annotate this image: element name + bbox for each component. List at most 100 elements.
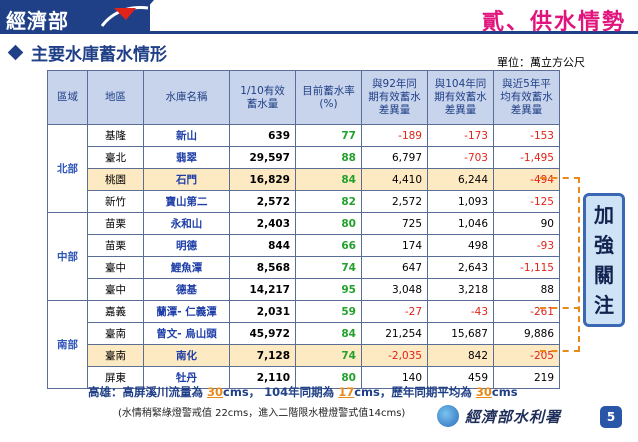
diff-104-cell: 3,218 <box>427 278 494 301</box>
attention-char: 注 <box>594 293 614 317</box>
diff-92-cell: 6,797 <box>361 146 428 169</box>
subtitle-row: 主要水庫蓄水情形 <box>7 40 167 65</box>
bracket-top-line <box>540 177 580 179</box>
page-number: 5 <box>600 406 622 428</box>
attention-char: 加 <box>594 203 614 227</box>
rate-cell: 74 <box>295 344 362 367</box>
water-drop-logo-icon <box>437 405 459 427</box>
region-cell: 北部 <box>47 124 88 213</box>
reservoir-cell: 曾文- 烏山頭 <box>143 322 230 345</box>
capacity-cell: 2,110 <box>229 366 296 389</box>
area-cell: 基隆 <box>87 124 144 147</box>
header-reservoir: 水庫名稱 <box>143 70 230 125</box>
diff-5y-cell: -93 <box>493 234 560 257</box>
table-row: 臺南 曾文- 烏山頭 45,972 84 21,254 15,687 9,886 <box>48 322 560 345</box>
diff-5y-cell: -205 <box>493 344 560 367</box>
reservoir-cell: 新山 <box>143 124 230 147</box>
area-cell: 臺中 <box>87 256 144 279</box>
capacity-cell: 8,568 <box>229 256 296 279</box>
bracket-mid-line <box>540 307 580 309</box>
diff-104-cell: -703 <box>427 146 494 169</box>
diff-5y-cell: 90 <box>493 212 560 235</box>
area-cell: 臺南 <box>87 322 144 345</box>
flow-text-suffix: cms <box>491 385 518 399</box>
diff-5y-cell: 219 <box>493 366 560 389</box>
diff-92-cell: 4,410 <box>361 168 428 191</box>
ministry-name: 經濟部 <box>6 9 69 33</box>
capacity-cell: 2,403 <box>229 212 296 235</box>
flow-threshold-note: (水情稍緊綠燈警戒值 22cms，進入二階限水橙燈警式值14cms) <box>118 408 406 419</box>
capacity-cell: 7,128 <box>229 344 296 367</box>
diff-92-cell: -27 <box>361 300 428 323</box>
reservoir-cell: 翡翠 <box>143 146 230 169</box>
reservoir-cell: 南化 <box>143 344 230 367</box>
area-cell: 桃園 <box>87 168 144 191</box>
reservoir-cell: 石門 <box>143 168 230 191</box>
flow-average-value: 30 <box>475 385 492 399</box>
reservoir-cell: 寶山第二 <box>143 190 230 213</box>
water-agency-logo: 經濟部水利署 <box>437 402 587 430</box>
reservoir-cell: 牡丹 <box>143 366 230 389</box>
capacity-cell: 14,217 <box>229 278 296 301</box>
diff-5y-cell: -1,115 <box>493 256 560 279</box>
rate-cell: 84 <box>295 322 362 345</box>
diff-104-cell: 15,687 <box>427 322 494 345</box>
table-row: 屏東 牡丹 2,110 80 140 459 219 <box>48 366 560 389</box>
header-diff-92: 與92年同期有效蓄水差異量 <box>361 70 428 125</box>
diff-92-cell: 2,572 <box>361 190 428 213</box>
table-row: 桃園 石門 16,829 84 4,410 6,244 -494 <box>48 168 560 191</box>
header-diff-5y: 與近5年平均有效蓄水差異量 <box>493 70 560 125</box>
table-row: 臺北 翡翠 29,597 88 6,797 -703 -1,495 <box>48 146 560 169</box>
diff-104-cell: 6,244 <box>427 168 494 191</box>
capacity-cell: 29,597 <box>229 146 296 169</box>
kaohsiung-flow-summary: 高雄：高屏溪川流量為 30cms， 104年同期為 17cms，歷年同期平均為 … <box>88 384 518 400</box>
logo-text: 經濟部水利署 <box>465 407 562 426</box>
rate-cell: 88 <box>295 146 362 169</box>
diff-104-cell: 1,046 <box>427 212 494 235</box>
capacity-cell: 2,572 <box>229 190 296 213</box>
attention-tag: 加 強 關 注 <box>583 193 625 327</box>
header-area: 地區 <box>87 70 144 125</box>
table-row: 臺中 鯉魚潭 8,568 74 647 2,643 -1,115 <box>48 256 560 279</box>
reservoir-cell: 蘭潭- 仁義潭 <box>143 300 230 323</box>
reservoir-cell: 永和山 <box>143 212 230 235</box>
reservoir-cell: 德基 <box>143 278 230 301</box>
diff-5y-cell: -494 <box>493 168 560 191</box>
diff-92-cell: 140 <box>361 366 428 389</box>
area-cell: 嘉義 <box>87 300 144 323</box>
table-row: 南部 嘉義 蘭潭- 仁義潭 2,031 59 -27 -43 -261 <box>47 300 560 389</box>
diff-92-cell: -189 <box>361 124 428 147</box>
diff-92-cell: 647 <box>361 256 428 279</box>
rate-cell: 95 <box>295 278 362 301</box>
rate-cell: 59 <box>295 300 362 323</box>
diff-92-cell: 174 <box>361 234 428 257</box>
section-title: 貳、供水情勢 <box>481 10 626 35</box>
rate-cell: 80 <box>295 366 362 389</box>
header-region: 區域 <box>47 70 88 125</box>
rate-cell: 84 <box>295 168 362 191</box>
header-capacity: 1/10有效蓄水量 <box>229 70 296 125</box>
area-cell: 苗栗 <box>87 234 144 257</box>
diff-104-cell: 459 <box>427 366 494 389</box>
diff-104-cell: -43 <box>427 300 494 323</box>
diff-92-cell: 725 <box>361 212 428 235</box>
rate-cell: 80 <box>295 212 362 235</box>
diff-5y-cell: -125 <box>493 190 560 213</box>
diff-104-cell: 842 <box>427 344 494 367</box>
diff-5y-cell: -261 <box>493 300 560 323</box>
area-cell: 臺中 <box>87 278 144 301</box>
flow-text-mid2: cms，歷年同期平均為 <box>354 385 476 399</box>
area-cell: 臺北 <box>87 146 144 169</box>
region-cell: 中部 <box>47 212 88 301</box>
diff-92-cell: 3,048 <box>361 278 428 301</box>
diff-92-cell: -2,035 <box>361 344 428 367</box>
flow-last-year-value: 17 <box>338 385 355 399</box>
area-cell: 新竹 <box>87 190 144 213</box>
bracket-bottom-line <box>540 350 580 352</box>
area-cell: 苗栗 <box>87 212 144 235</box>
region-cell: 南部 <box>47 300 88 389</box>
reservoir-cell: 鯉魚潭 <box>143 256 230 279</box>
attention-char: 關 <box>594 263 614 287</box>
diff-5y-cell: 88 <box>493 278 560 301</box>
capacity-cell: 2,031 <box>229 300 296 323</box>
